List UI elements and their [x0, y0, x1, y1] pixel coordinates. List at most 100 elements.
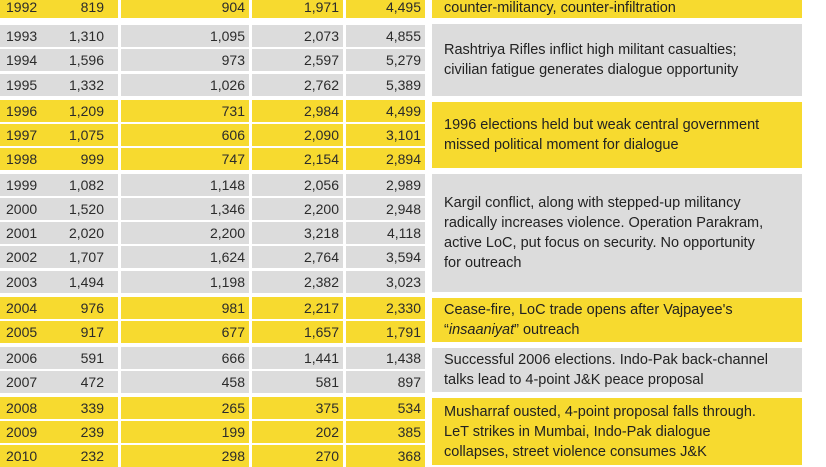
note-text: “insaaniyat” outreach — [444, 320, 733, 340]
table-row: 2002 1,707 1,624 2,764 3,594 — [0, 246, 425, 268]
table-row: 1999 1,082 1,148 2,056 2,989 — [0, 174, 425, 196]
value-cell-4: 4,118 — [346, 222, 425, 244]
value-cell-3: 2,764 — [252, 246, 343, 268]
year-cell: 2009 — [0, 421, 118, 443]
value-cell-4: 4,495 — [346, 0, 425, 18]
year-cell: 2010 — [0, 445, 118, 467]
value-cell-3: 2,200 — [252, 198, 343, 220]
value-cell-4: 5,389 — [346, 74, 425, 96]
year-cell: 2000 — [0, 198, 118, 220]
table-row: 2005 917 677 1,657 1,791 — [0, 321, 425, 343]
value-cell-2: 1,026 — [121, 74, 249, 96]
value-cell-2: 2,200 — [121, 222, 249, 244]
value-cell-3: 581 — [252, 371, 343, 393]
note-text: civilian fatigue generates dialogue oppo… — [444, 62, 739, 78]
note-text: radically increases violence. Operation … — [444, 215, 764, 231]
value-cell-1: 1,494 — [68, 274, 104, 290]
value-cell-1: 591 — [80, 350, 104, 366]
table-row: 2006 591 666 1,441 1,438 — [0, 347, 425, 369]
year-cell: 2004 — [0, 297, 118, 319]
value-cell-3: 2,090 — [252, 124, 343, 146]
value-cell-4: 534 — [346, 397, 425, 419]
year-cell: 2008 — [0, 397, 118, 419]
value-cell-4: 368 — [346, 445, 425, 467]
value-cell-2: 666 — [121, 347, 249, 369]
note-text: 1996 elections held but weak central gov… — [444, 117, 760, 133]
note-2004-2005: Cease-fire, LoC trade opens after Vajpay… — [432, 298, 802, 342]
year-cell: 1995 — [0, 74, 118, 96]
value-cell-2: 1,148 — [121, 174, 249, 196]
table-row: 2007 472 458 581 897 — [0, 371, 425, 393]
note-1999-2003: Kargil conflict, along with stepped-up m… — [432, 174, 802, 292]
value-cell-3: 202 — [252, 421, 343, 443]
value-cell-1: 1,082 — [68, 177, 104, 193]
note-text: active LoC, put focus on security. No op… — [444, 235, 755, 251]
value-cell-2: 606 — [121, 124, 249, 146]
table-row: 1993 1,310 1,095 2,073 4,855 — [0, 25, 425, 47]
table-row: 2001 2,020 2,200 3,218 4,118 — [0, 222, 425, 244]
year-cell: 2002 — [0, 246, 118, 268]
value-cell-4: 4,499 — [346, 100, 425, 122]
value-cell-4: 897 — [346, 371, 425, 393]
value-cell-1: 1,209 — [68, 103, 104, 119]
table-row: 2003 1,494 1,198 2,382 3,023 — [0, 271, 425, 293]
value-cell-4: 1,438 — [346, 347, 425, 369]
quote-close: ” outreach — [514, 322, 580, 338]
note-text: for outreach — [444, 255, 522, 271]
value-cell-1: 917 — [80, 324, 104, 340]
table-row: 2009 239 199 202 385 — [0, 421, 425, 443]
value-cell-2: 981 — [121, 297, 249, 319]
note-2008-2010: Musharraf ousted, 4-point proposal falls… — [432, 398, 802, 465]
year-cell: 1992 — [0, 0, 118, 18]
year-cell: 1996 — [0, 100, 118, 122]
note-1992: counter-militancy, counter-infiltration — [432, 0, 802, 18]
value-cell-4: 3,023 — [346, 271, 425, 293]
note-text: missed political moment for dialogue — [444, 137, 679, 153]
note-text: talks lead to 4-point J&K peace proposal — [444, 372, 704, 388]
table-row: 1992 819 904 1,971 4,495 — [0, 0, 425, 18]
year-cell: 1993 — [0, 25, 118, 47]
table-row: 2008 339 265 375 534 — [0, 397, 425, 419]
value-cell-3: 270 — [252, 445, 343, 467]
value-cell-3: 1,971 — [252, 0, 343, 18]
value-cell-4: 2,948 — [346, 198, 425, 220]
value-cell-2: 677 — [121, 321, 249, 343]
value-cell-2: 1,095 — [121, 25, 249, 47]
year-cell: 1994 — [0, 49, 118, 71]
table-row: 2004 976 981 2,217 2,330 — [0, 297, 425, 319]
value-cell-2: 731 — [121, 100, 249, 122]
value-cell-4: 2,989 — [346, 174, 425, 196]
table-row: 1998 999 747 2,154 2,894 — [0, 148, 425, 170]
value-cell-2: 747 — [121, 148, 249, 170]
note-text: Musharraf ousted, 4-point proposal falls… — [444, 403, 756, 420]
value-cell-3: 2,217 — [252, 297, 343, 319]
year-cell: 2007 — [0, 371, 118, 393]
value-cell-2: 199 — [121, 421, 249, 443]
note-1993-1995: Rashtriya Rifles inflict high militant c… — [432, 24, 802, 96]
value-cell-1: 1,596 — [68, 52, 104, 68]
value-cell-4: 5,279 — [346, 49, 425, 71]
value-cell-2: 1,198 — [121, 271, 249, 293]
value-cell-1: 232 — [80, 448, 104, 464]
note-text: counter-militancy, counter-infiltration — [444, 0, 676, 16]
value-cell-1: 1,310 — [68, 28, 104, 44]
value-cell-2: 265 — [121, 397, 249, 419]
value-cell-3: 2,056 — [252, 174, 343, 196]
note-text: Successful 2006 elections. Indo-Pak back… — [444, 352, 769, 368]
value-cell-2: 904 — [121, 0, 249, 18]
value-cell-2: 298 — [121, 445, 249, 467]
data-table: 1992 819 904 1,971 4,495 1993 1,310 1,095 2,073 4… — [0, 0, 425, 467]
note-text: LeT strikes in Mumbai, Indo-Pak dialogue — [444, 423, 711, 440]
value-cell-1: 976 — [80, 300, 104, 316]
table-row: 2010 232 298 270 368 — [0, 445, 425, 467]
value-cell-1: 1,520 — [68, 201, 104, 217]
value-cell-2: 1,624 — [121, 246, 249, 268]
note-text: Rashtriya Rifles inflict high militant c… — [444, 42, 737, 58]
value-cell-1: 239 — [80, 424, 104, 440]
insaaniyat-word: insaaniyat — [448, 322, 515, 338]
quote-open: “ — [444, 322, 449, 338]
note-2006-2007: Successful 2006 elections. Indo-Pak back… — [432, 348, 802, 392]
value-cell-3: 2,154 — [252, 148, 343, 170]
year-cell: 1999 — [0, 174, 118, 196]
value-cell-4: 2,330 — [346, 297, 425, 319]
